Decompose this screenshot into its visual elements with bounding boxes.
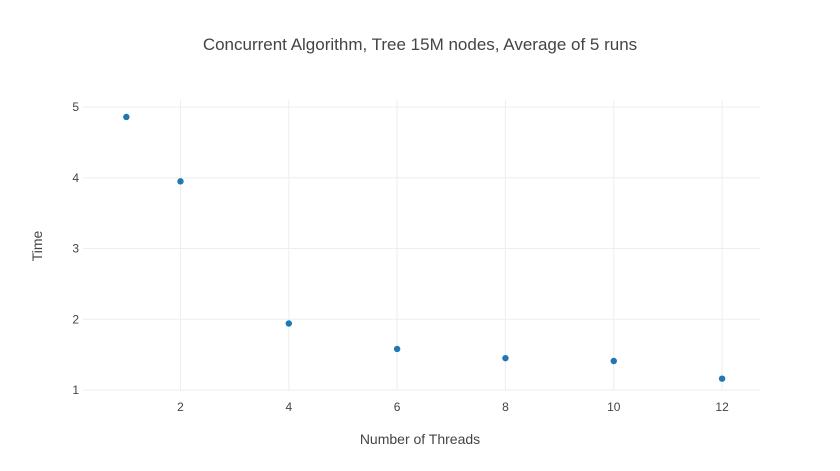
x-axis-ticks: 2 4 6 8 10 12	[177, 400, 729, 414]
y-tick-label: 1	[72, 383, 79, 397]
y-axis-title: Time	[29, 230, 45, 261]
chart-title: Concurrent Algorithm, Tree 15M nodes, Av…	[203, 35, 637, 54]
y-tick-label: 2	[72, 312, 79, 326]
data-point[interactable]	[718, 375, 726, 382]
grid	[83, 100, 760, 391]
x-axis-title: Number of Threads	[360, 431, 480, 447]
x-tick-label: 8	[502, 400, 509, 414]
data-point[interactable]	[393, 345, 401, 353]
data-point[interactable]	[502, 354, 509, 362]
x-tick-label: 6	[394, 400, 401, 414]
data-point[interactable]	[285, 320, 293, 327]
data-point[interactable]	[610, 357, 617, 365]
y-tick-label: 4	[72, 171, 79, 185]
y-tick-label: 5	[72, 100, 79, 114]
data-points	[123, 113, 726, 382]
y-tick-label: 3	[72, 242, 79, 256]
x-tick-label: 10	[607, 400, 621, 414]
x-tick-label: 4	[285, 400, 292, 414]
x-tick-label: 12	[715, 400, 729, 414]
data-point[interactable]	[123, 113, 130, 121]
x-tick-label: 2	[177, 400, 184, 414]
y-axis-ticks: 1 2 3 4 5	[72, 100, 79, 397]
data-point[interactable]	[177, 178, 184, 185]
